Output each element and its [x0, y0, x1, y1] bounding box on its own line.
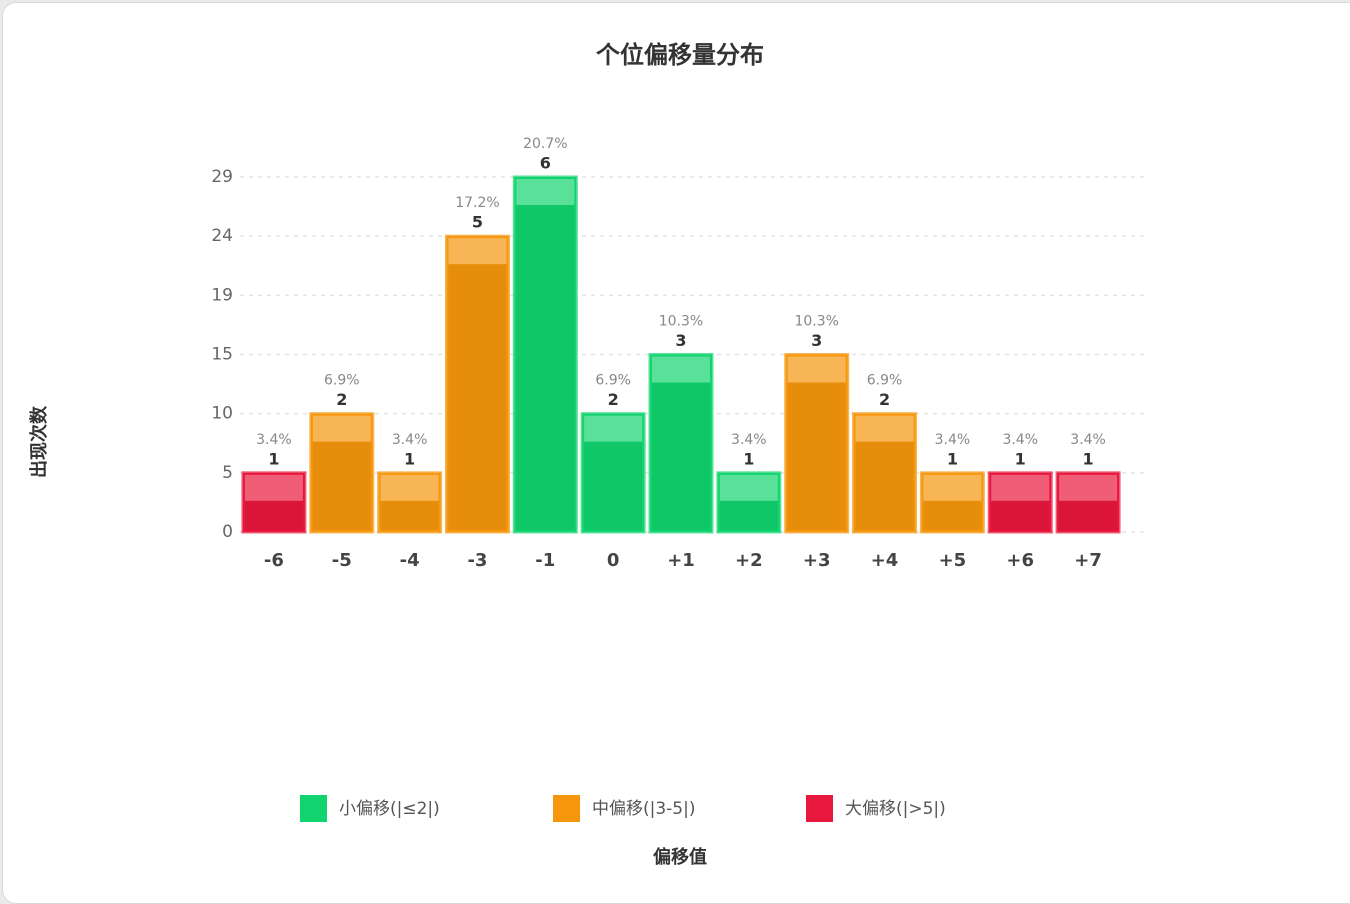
- bar-shade: [448, 264, 507, 530]
- count-label: 5: [472, 213, 483, 232]
- bar-shade: [1059, 500, 1118, 530]
- count-label: 2: [608, 390, 619, 409]
- count-label: 3: [675, 331, 686, 350]
- bar-highlight: [1059, 474, 1118, 501]
- bar-shade: [584, 441, 643, 530]
- bar-highlight: [312, 415, 371, 442]
- y-tick-label: 15: [211, 345, 233, 365]
- bar-highlight: [923, 474, 982, 501]
- bar: [852, 412, 918, 534]
- y-tick-label: 24: [211, 226, 233, 246]
- percent-label: 6.9%: [867, 373, 903, 389]
- bar-highlight: [584, 415, 643, 442]
- x-tick-label: -5: [332, 550, 352, 571]
- bar-highlight: [516, 179, 575, 205]
- bar-shade: [923, 500, 982, 530]
- x-tick-label: 0: [607, 550, 620, 571]
- count-label: 1: [1015, 449, 1026, 468]
- bar: [444, 234, 510, 534]
- count-label: 6: [540, 154, 551, 173]
- percent-label: 3.4%: [256, 432, 292, 448]
- y-tick-label: 19: [211, 285, 233, 305]
- bar: [580, 412, 646, 534]
- bar-highlight: [652, 356, 710, 383]
- x-tick-label: +1: [667, 550, 695, 571]
- legend-swatch: [553, 795, 580, 822]
- legend-label: 大偏移(|>5|): [845, 799, 946, 819]
- bar-highlight: [380, 474, 439, 501]
- bar-highlight: [448, 238, 507, 265]
- x-tick-label: +2: [735, 550, 763, 571]
- bar-shade: [244, 500, 303, 530]
- chart: 个位偏移量分布 出现次数 偏移值 051015192429-613.4%-526…: [28, 41, 1145, 868]
- bar: [241, 471, 307, 534]
- legend-swatch: [806, 795, 833, 822]
- bar-shade: [719, 500, 778, 530]
- x-tick-label: +7: [1074, 550, 1102, 571]
- count-label: 1: [268, 449, 279, 468]
- percent-label: 3.4%: [392, 432, 428, 448]
- x-tick-label: +6: [1006, 550, 1034, 571]
- x-tick-label: -3: [467, 550, 487, 571]
- bar: [987, 471, 1053, 534]
- x-axis-title: 偏移值: [653, 846, 707, 868]
- bar-highlight: [855, 415, 914, 442]
- bar-highlight: [244, 474, 303, 501]
- bar-shade: [312, 441, 371, 530]
- percent-label: 3.4%: [731, 432, 767, 448]
- count-label: 3: [811, 331, 822, 350]
- count-label: 2: [879, 390, 890, 409]
- x-tick-label: -4: [400, 550, 420, 571]
- percent-label: 6.9%: [324, 373, 360, 389]
- y-tick-label: 10: [211, 404, 233, 424]
- bar: [716, 471, 782, 534]
- x-tick-label: -6: [264, 550, 284, 571]
- x-tick-label: -1: [535, 550, 555, 571]
- x-tick-label: +3: [803, 550, 831, 571]
- bar: [512, 175, 578, 534]
- bar-shade: [787, 382, 846, 530]
- bar-shade: [516, 205, 575, 530]
- bar: [784, 353, 850, 534]
- percent-label: 3.4%: [935, 432, 971, 448]
- count-label: 1: [404, 449, 415, 468]
- bar-shade: [855, 441, 914, 530]
- legend-swatch: [300, 795, 327, 822]
- bar: [648, 353, 714, 534]
- bar-shade: [380, 500, 439, 530]
- percent-label: 3.4%: [1070, 432, 1106, 448]
- bar: [377, 471, 443, 534]
- legend-label: 小偏移(|≤2|): [339, 799, 440, 819]
- bar-shade: [652, 382, 710, 530]
- x-tick-label: +4: [871, 550, 899, 571]
- bar-highlight: [787, 356, 846, 383]
- y-tick-label: 29: [211, 167, 233, 187]
- chart-title: 个位偏移量分布: [596, 41, 764, 69]
- count-label: 1: [743, 449, 754, 468]
- count-label: 1: [947, 449, 958, 468]
- percent-label: 20.7%: [523, 136, 567, 152]
- bar-shade: [991, 500, 1050, 530]
- count-label: 2: [336, 390, 347, 409]
- bar-highlight: [719, 474, 778, 501]
- percent-label: 10.3%: [794, 314, 838, 330]
- y-tick-label: 5: [222, 463, 233, 483]
- percent-label: 6.9%: [595, 373, 631, 389]
- bar-highlight: [991, 474, 1050, 501]
- bar: [1055, 471, 1121, 534]
- bar: [919, 471, 985, 534]
- percent-label: 10.3%: [659, 314, 703, 330]
- x-tick-label: +5: [939, 550, 967, 571]
- bar: [309, 412, 375, 534]
- percent-label: 3.4%: [1002, 432, 1038, 448]
- y-axis-title: 出现次数: [28, 405, 50, 478]
- count-label: 1: [1083, 449, 1094, 468]
- percent-label: 17.2%: [455, 195, 499, 211]
- y-tick-label: 0: [222, 522, 233, 542]
- legend-label: 中偏移(|3-5|): [592, 799, 696, 819]
